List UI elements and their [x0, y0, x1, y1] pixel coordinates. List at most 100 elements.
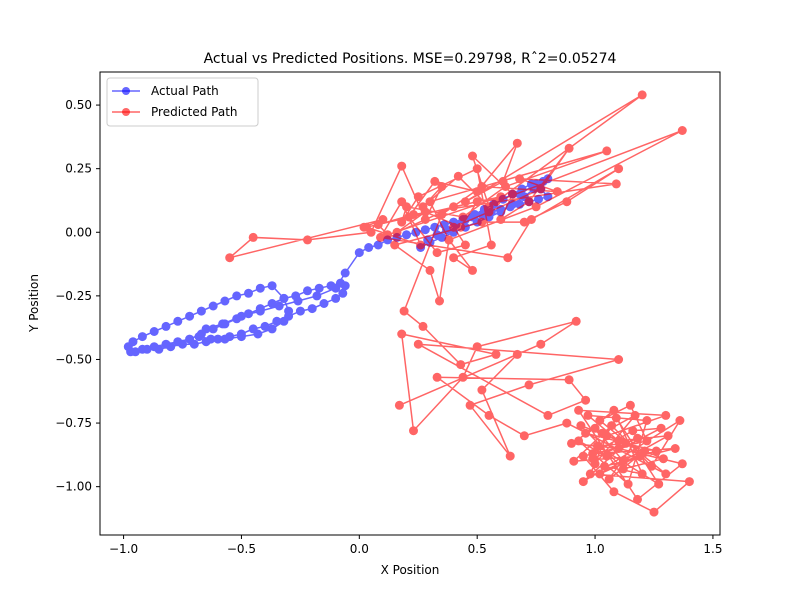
data-point [505, 451, 515, 461]
data-point [651, 446, 661, 456]
data-point [394, 400, 404, 410]
data-point [272, 316, 282, 326]
data-point [633, 433, 642, 443]
x-tick-label: −0.5 [227, 542, 256, 556]
data-point [383, 230, 393, 240]
data-point [562, 197, 572, 207]
data-point [397, 161, 407, 171]
data-point [149, 327, 159, 336]
data-point [663, 431, 673, 441]
data-point [420, 207, 430, 217]
plot-area [123, 90, 694, 517]
data-point [567, 438, 576, 448]
chart-title: Actual vs Predicted Positions. MSE=0.297… [204, 51, 617, 67]
data-point [354, 248, 364, 258]
data-point [524, 380, 534, 390]
data-point [425, 265, 435, 275]
data-point [189, 339, 199, 349]
data-point [647, 461, 657, 471]
data-point [154, 344, 164, 354]
data-point [477, 182, 487, 191]
x-tick-label: −1.0 [109, 542, 138, 556]
data-point [468, 265, 477, 275]
data-point [194, 332, 204, 342]
data-point [284, 306, 294, 316]
data-point [571, 316, 581, 326]
data-point [218, 319, 228, 329]
x-tick-label: 1.5 [703, 542, 722, 556]
data-point [519, 217, 529, 227]
data-point [279, 293, 289, 303]
data-point [564, 143, 574, 153]
x-tick-label: 0.5 [468, 542, 487, 556]
plot-frame [99, 71, 721, 536]
data-point [564, 375, 574, 385]
data-point [225, 253, 235, 263]
data-point [373, 220, 383, 230]
data-point [491, 349, 501, 359]
data-point [185, 311, 195, 321]
data-point [661, 469, 671, 479]
data-point [642, 436, 652, 446]
x-axis-label: X Position [381, 563, 440, 577]
data-point [166, 342, 176, 352]
data-point [477, 385, 487, 395]
data-point [236, 311, 246, 321]
data-point [633, 494, 642, 504]
data-point [458, 212, 468, 222]
data-point [376, 232, 385, 242]
data-point [595, 469, 605, 479]
data-point [208, 324, 218, 334]
data-point [675, 416, 685, 425]
data-point [465, 400, 475, 410]
data-point [340, 281, 350, 291]
y-tick-label: 0.25 [65, 162, 92, 176]
data-point [303, 286, 312, 296]
data-point [413, 339, 423, 349]
data-point [397, 197, 407, 207]
data-point [137, 332, 147, 342]
data-point [373, 240, 383, 250]
data-point [472, 342, 482, 352]
data-point [142, 344, 152, 354]
data-point [435, 296, 444, 306]
data-point [444, 235, 454, 245]
data-point [637, 469, 647, 479]
data-point [437, 232, 447, 242]
data-point [670, 444, 680, 453]
data-point [307, 304, 317, 314]
data-point [314, 283, 324, 293]
data-point [677, 459, 687, 469]
y-tick-label: −1.00 [55, 480, 92, 494]
data-point [658, 454, 668, 464]
data-point [512, 138, 522, 148]
data-point [600, 461, 609, 471]
data-point [574, 436, 584, 446]
data-point [590, 423, 600, 433]
data-point [449, 253, 459, 263]
data-point [267, 281, 277, 291]
data-point [206, 334, 216, 344]
data-point [621, 438, 631, 448]
data-point [684, 477, 694, 487]
data-point [654, 479, 664, 489]
data-point [201, 324, 211, 334]
legend-actual-label: Actual Path [151, 84, 219, 98]
legend-actual-marker [122, 87, 130, 95]
data-point [267, 324, 277, 334]
data-point [576, 421, 586, 431]
data-point [656, 423, 666, 433]
data-point [614, 355, 624, 364]
data-point [420, 215, 430, 224]
data-point [460, 240, 470, 250]
series-layer [123, 90, 694, 517]
legend-predicted-marker [122, 108, 130, 116]
data-point [526, 215, 536, 224]
data-point [274, 301, 284, 311]
data-point [609, 487, 619, 497]
y-axis-label: Y Position [27, 274, 41, 333]
data-point [213, 334, 223, 344]
data-point [432, 248, 442, 258]
data-point [618, 456, 628, 466]
